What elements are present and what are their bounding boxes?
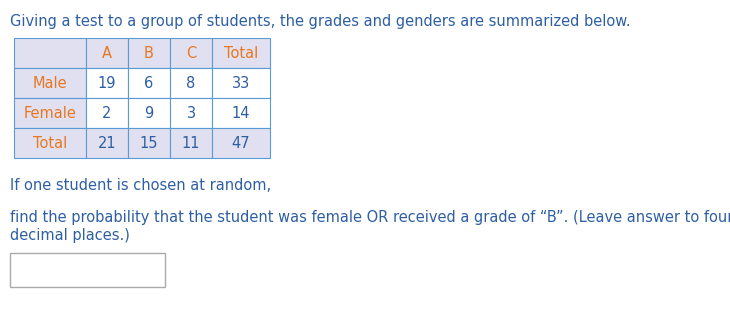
Bar	[86, 98, 128, 128]
Text: 33: 33	[232, 76, 250, 90]
Text: 9: 9	[145, 105, 153, 120]
Bar	[128, 38, 170, 68]
Text: B: B	[144, 46, 154, 61]
Bar	[14, 68, 86, 98]
Text: 21: 21	[98, 135, 116, 150]
Bar	[170, 98, 212, 128]
Bar	[170, 68, 212, 98]
Bar	[212, 98, 270, 128]
Text: A: A	[102, 46, 112, 61]
Bar	[86, 128, 128, 158]
Text: find the probability that the student was female OR received a grade of “B”. (Le: find the probability that the student wa…	[10, 210, 730, 225]
Bar	[10, 253, 165, 287]
Bar	[170, 38, 212, 68]
Text: 11: 11	[182, 135, 200, 150]
Bar	[212, 68, 270, 98]
Bar	[86, 38, 128, 68]
Bar	[128, 128, 170, 158]
Bar	[14, 98, 86, 128]
Bar	[86, 68, 128, 98]
Bar	[212, 128, 270, 158]
Text: Giving a test to a group of students, the grades and genders are summarized belo: Giving a test to a group of students, th…	[10, 14, 631, 29]
Text: 8: 8	[186, 76, 196, 90]
Text: decimal places.): decimal places.)	[10, 228, 130, 243]
Text: 15: 15	[139, 135, 158, 150]
Text: 3: 3	[186, 105, 196, 120]
Bar	[14, 128, 86, 158]
Bar	[14, 38, 86, 68]
Text: Female: Female	[23, 105, 77, 120]
Bar	[170, 128, 212, 158]
Text: Total: Total	[33, 135, 67, 150]
Text: 6: 6	[145, 76, 153, 90]
Text: If one student is chosen at random,: If one student is chosen at random,	[10, 178, 271, 193]
Bar	[128, 98, 170, 128]
Text: 19: 19	[98, 76, 116, 90]
Text: Male: Male	[33, 76, 67, 90]
Text: 2: 2	[102, 105, 112, 120]
Text: Total: Total	[224, 46, 258, 61]
Bar	[212, 38, 270, 68]
Text: 14: 14	[231, 105, 250, 120]
Bar	[128, 68, 170, 98]
Text: 47: 47	[231, 135, 250, 150]
Text: C: C	[186, 46, 196, 61]
